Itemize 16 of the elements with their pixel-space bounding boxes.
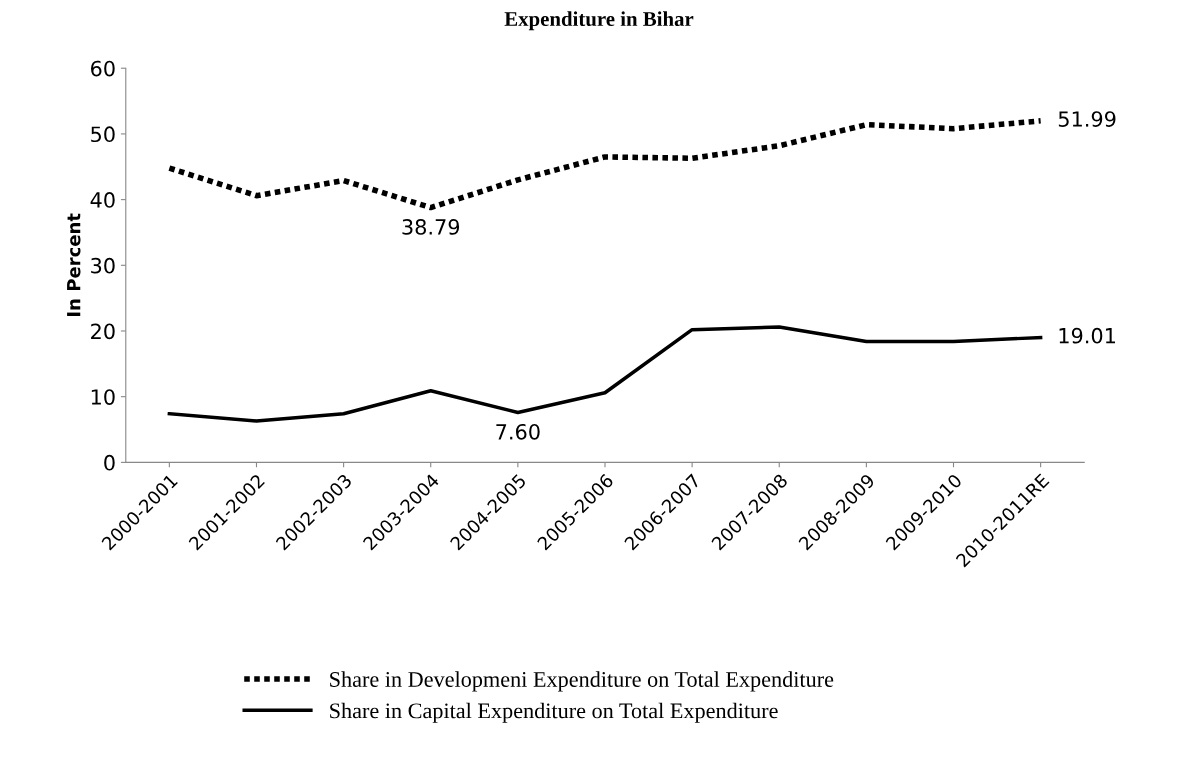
legend-label: Share in Capital Expenditure on Total Expenditure	[330, 702, 778, 723]
legend-label: Share in Developmeni Expenditure on Total Expenditure	[330, 671, 834, 692]
chart-title: Expenditure in Bihar	[504, 11, 694, 31]
y-tick-label: 50	[91, 126, 115, 143]
y-tick-label: 30	[91, 257, 115, 274]
data-label: 38.79	[402, 219, 460, 235]
y-tick-label: 20	[91, 323, 115, 340]
data-label: 51.99	[1058, 111, 1116, 127]
y-tick-label: 10	[91, 389, 115, 405]
line-series	[167, 325, 1043, 423]
y-axis-title: In Percent	[67, 213, 81, 316]
y-tick-label: 0	[104, 454, 115, 471]
data-label: 7.60	[496, 423, 540, 440]
data-label: 19.01	[1059, 327, 1116, 344]
y-tick-label: 60	[91, 60, 115, 77]
y-tick-label: 40	[90, 192, 115, 208]
